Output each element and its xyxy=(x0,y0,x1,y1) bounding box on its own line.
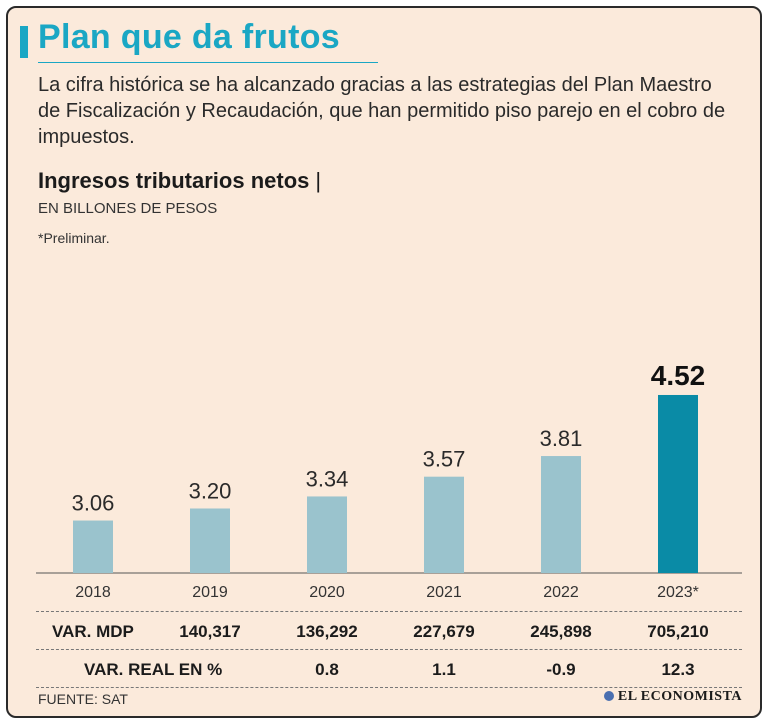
chart-units: EN BILLONES DE PESOS xyxy=(38,200,218,217)
table-cell: 227,679 xyxy=(413,622,475,641)
subtitle: La cifra histórica se ha alcanzado graci… xyxy=(38,74,726,148)
source-note: FUENTE: SAT xyxy=(38,691,128,707)
chart-title-separator: | xyxy=(315,168,322,193)
x-tick-2020: 2020 xyxy=(309,584,345,601)
table-cell: 12.3 xyxy=(661,660,695,679)
bar-2023 xyxy=(658,394,698,573)
bar-2019 xyxy=(190,508,230,573)
page-title: Plan que da frutos xyxy=(38,18,340,56)
x-tick-2022: 2022 xyxy=(543,584,579,601)
bars-layer: 3.06 2018 3.20 2019 3.34 2020 3.57 2021 3.81 2022… xyxy=(72,360,706,601)
table-cell: 136,292 xyxy=(296,622,358,641)
title-underline xyxy=(38,62,378,63)
data-label-2018: 3.06 xyxy=(72,491,115,516)
brand-name: EL ECONOMISTA xyxy=(617,689,742,704)
x-tick-2019: 2019 xyxy=(192,584,228,601)
table-cell: 140,317 xyxy=(179,622,241,641)
x-tick-2023: 2023* xyxy=(657,584,699,601)
bar-2022 xyxy=(541,456,581,573)
brand-logo: EL ECONOMISTA xyxy=(603,689,742,705)
chart-title-text: Ingresos tributarios netos xyxy=(38,168,310,193)
data-label-2021: 3.57 xyxy=(423,447,466,472)
table-cell: 0.8 xyxy=(315,660,339,679)
bar-2020 xyxy=(307,496,347,573)
data-label-2023: 4.52 xyxy=(651,360,706,391)
table-divider xyxy=(36,649,742,650)
x-tick-2018: 2018 xyxy=(75,584,111,601)
x-tick-2021: 2021 xyxy=(426,584,462,601)
table-divider xyxy=(36,687,742,688)
table-row-label: VAR. REAL EN % xyxy=(84,660,223,679)
table-cell: -0.9 xyxy=(546,660,576,679)
table-divider xyxy=(36,611,742,612)
table-row-label: VAR. MDP xyxy=(52,622,134,641)
preliminary-note: *Preliminar. xyxy=(38,230,110,246)
data-label-2020: 3.34 xyxy=(306,466,349,491)
data-label-2019: 3.20 xyxy=(189,479,232,504)
title-accent-bar xyxy=(20,26,28,58)
table-cell: 1.1 xyxy=(432,660,456,679)
infographic-card: Plan que da frutos La cifra histórica se… xyxy=(6,6,762,718)
data-label-2022: 3.81 xyxy=(540,426,583,451)
bar-chart: 3.06 2018 3.20 2019 3.34 2020 3.57 2021 3.81 2022… xyxy=(36,360,742,601)
bar-2021 xyxy=(424,476,464,573)
chart-title: Ingresos tributarios netos | xyxy=(38,168,321,194)
table-cell: 245,898 xyxy=(530,622,592,641)
table-cell: 705,210 xyxy=(647,622,709,641)
brand-icon xyxy=(603,691,614,701)
bar-2018 xyxy=(73,520,113,573)
